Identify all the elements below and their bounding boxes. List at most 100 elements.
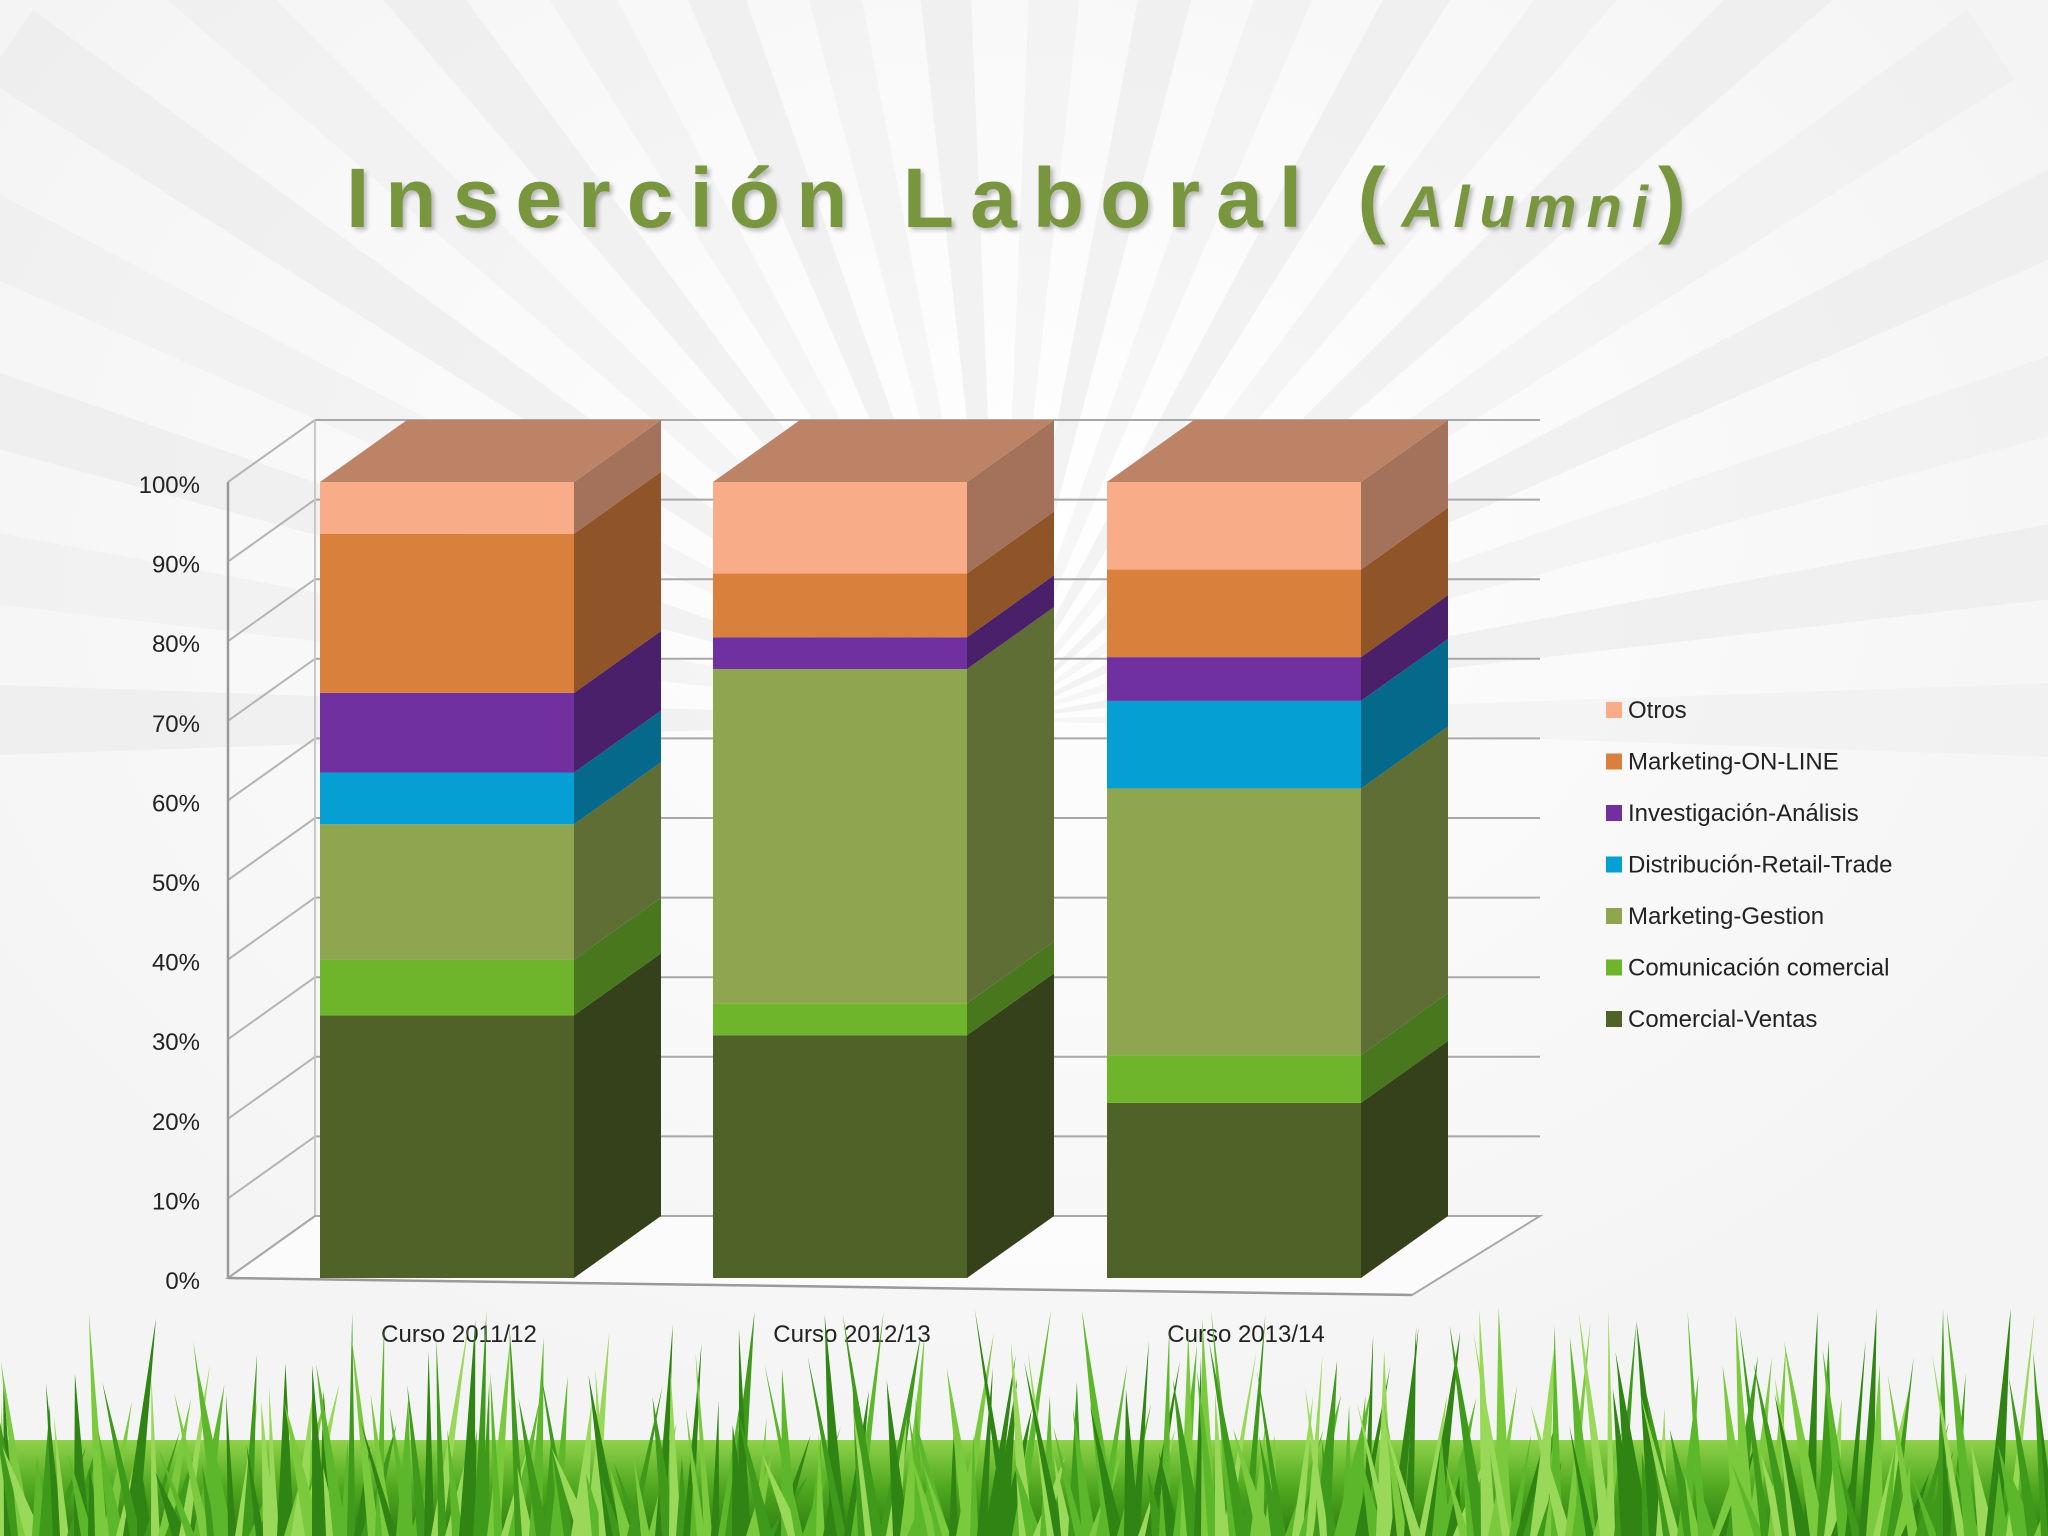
legend-item-otros: Otros: [1606, 697, 1687, 724]
grass-blade: [2033, 1352, 2048, 1536]
side-gridline: [227, 419, 316, 483]
grass-blade: [53, 1416, 69, 1536]
grass-blade: [685, 1408, 706, 1536]
grass-blade: [1072, 1408, 1096, 1536]
grass-blade: [123, 1318, 156, 1536]
grass-blade: [436, 1339, 447, 1536]
grass-blade: [802, 1425, 841, 1536]
grass-blade: [974, 1309, 1014, 1536]
grass-blade: [459, 1319, 476, 1536]
y-tick-label: 70%: [152, 711, 200, 738]
grass-blade: [984, 1354, 1016, 1536]
bar-side-distribucion-retail-trade: [1361, 638, 1448, 789]
bar-top-face: [1107, 420, 1448, 482]
legend-item-marketing-gestion: Marketing-Gestion: [1606, 903, 1824, 930]
grass-blade: [1822, 1349, 1854, 1536]
grass-blade: [807, 1356, 847, 1536]
grass-blade: [1197, 1370, 1221, 1536]
legend-item-comercial-ventas: Comercial-Ventas: [1606, 1006, 1817, 1033]
bar-stack-curso-2013-14: [1107, 420, 1448, 1278]
grass-blade: [424, 1351, 435, 1536]
grass-blade: [193, 1384, 225, 1536]
grass-blade: [1432, 1436, 1450, 1536]
grass-blade: [1932, 1354, 1966, 1536]
x-category-label: Curso 2013/14: [1167, 1321, 1324, 1348]
grass-blade: [1569, 1336, 1597, 1536]
grass-blade: [970, 1433, 979, 1536]
legend-swatch: [1606, 908, 1622, 924]
title-paren-open: (: [1357, 151, 1402, 245]
grass-blade: [613, 1462, 644, 1536]
grass-blade: [347, 1312, 356, 1536]
grass-blade: [1382, 1416, 1422, 1536]
grass-blade: [1305, 1387, 1330, 1536]
grass-blade: [158, 1447, 195, 1536]
bar-side-comercial-ventas: [967, 973, 1054, 1278]
bar-top-face: [713, 420, 1054, 482]
bar-segment-marketing-gestion: [1107, 788, 1361, 1056]
grass-blade: [599, 1473, 623, 1536]
grass-blade: [1747, 1357, 1772, 1536]
sun-ray: [550, 0, 1000, 720]
grass-blade: [588, 1374, 621, 1536]
bar-side-otros: [967, 420, 1054, 574]
grass-blade: [551, 1447, 595, 1536]
legend-item-distribucion-retail-trade: Distribución-Retail-Trade: [1606, 852, 1893, 879]
grass-blade: [1873, 1381, 1912, 1536]
grass-blade: [1233, 1428, 1273, 1536]
legend-swatch: [1606, 805, 1622, 821]
bar-side-marketing-gestion: [967, 607, 1054, 1004]
grass-blade: [914, 1418, 950, 1536]
grass-blade: [1418, 1394, 1448, 1536]
grass-blade: [842, 1314, 884, 1536]
bar-segment-marketing-on-line: [1107, 569, 1361, 658]
grass-blade: [116, 1430, 143, 1536]
grass-blade: [261, 1401, 277, 1536]
grass-blade: [1027, 1351, 1057, 1536]
grass-blade: [466, 1429, 477, 1536]
bar-segment-marketing-gestion: [320, 824, 574, 960]
bar-side-comercial-ventas: [1361, 1040, 1448, 1278]
grass-blade: [277, 1363, 295, 1536]
legend-swatch: [1606, 753, 1622, 770]
grass-blade: [1390, 1327, 1419, 1536]
grass-blade: [648, 1422, 677, 1536]
grass-blade: [746, 1447, 774, 1536]
bar-segment-comunicacion-comercial: [320, 959, 574, 1016]
bar-side-otros: [1361, 420, 1448, 570]
grass-blade: [1449, 1325, 1489, 1536]
bar-side-comercial-ventas: [574, 953, 661, 1278]
legend-label: Investigación-Análisis: [1628, 800, 1859, 827]
grass-blade: [1911, 1474, 1938, 1536]
y-tick-label: 30%: [152, 1029, 200, 1056]
grass-blade: [1463, 1474, 1482, 1536]
grass-blade: [1946, 1311, 1978, 1536]
grass-blade: [900, 1334, 925, 1536]
grass-blade: [517, 1467, 534, 1536]
bar-segment-comercial-ventas: [1107, 1102, 1361, 1278]
legend-item-investigacion-analisis: Investigación-Análisis: [1606, 800, 1859, 827]
grass-blade: [102, 1381, 142, 1536]
legend-swatch: [1606, 1011, 1622, 1027]
grass-blade: [774, 1435, 811, 1536]
grass-blade: [633, 1456, 651, 1536]
bar-segment-otros: [713, 482, 967, 574]
bar-side-investigacion-analisis: [574, 630, 661, 773]
bar-side-marketing-on-line: [1361, 507, 1448, 658]
bar-segment-marketing-on-line: [713, 573, 967, 638]
bar-segment-comunicacion-comercial: [1107, 1055, 1361, 1103]
grass-blade: [879, 1335, 921, 1536]
grass-blade: [1010, 1342, 1034, 1536]
grass-blade: [669, 1371, 682, 1536]
grass-blade: [851, 1311, 884, 1536]
bar-side-marketing-gestion: [1361, 726, 1448, 1056]
side-gridline: [227, 657, 316, 722]
grass-blade: [753, 1417, 767, 1536]
bar-side-distribucion-retail-trade: [574, 710, 661, 825]
grass-blade: [1942, 1434, 1954, 1536]
grass-blade: [1817, 1340, 1834, 1536]
grass-blade: [1145, 1360, 1180, 1536]
grass-blade: [1404, 1326, 1417, 1536]
grass-blade: [2006, 1311, 2035, 1536]
